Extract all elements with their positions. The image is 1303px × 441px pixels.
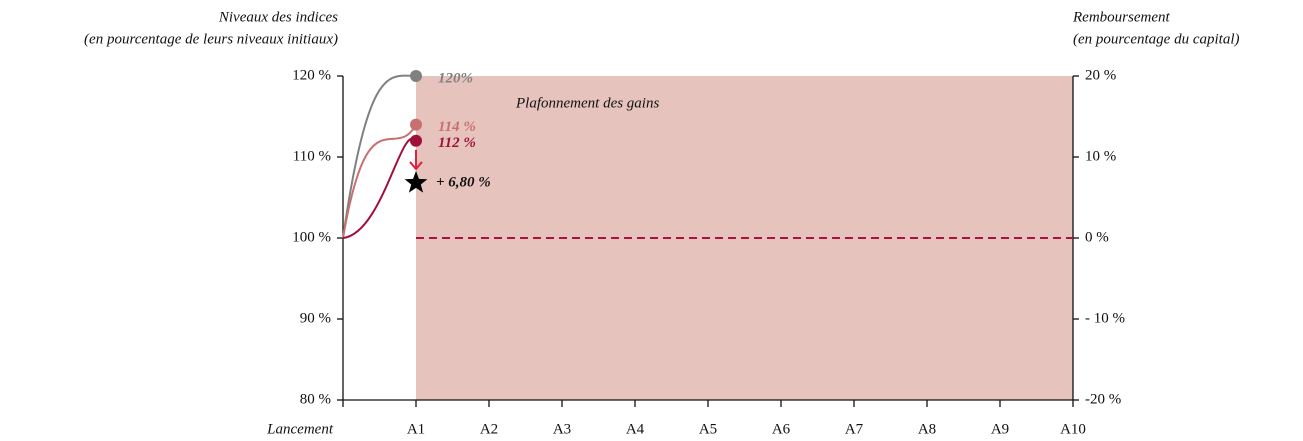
x-tick-label: A6: [772, 421, 791, 437]
result-arrow-head: [409, 161, 423, 171]
x-tick-label: A2: [480, 421, 498, 437]
region-label: Plafonnement des gains: [515, 95, 659, 111]
x-tick-label: A8: [918, 421, 936, 437]
series-marker: [410, 134, 422, 147]
y2-tick-label: 0 %: [1085, 229, 1109, 245]
x-tick-label: A3: [553, 421, 571, 437]
value-label: 120%: [438, 70, 473, 86]
y2-axis-subtitle: (en pourcentage du capital): [1073, 31, 1239, 47]
y-axis-title: Niveaux des indices: [218, 9, 338, 25]
series-line: [342, 74, 417, 239]
y2-tick-label: -20 %: [1085, 391, 1121, 407]
x-tick-label: A7: [845, 421, 864, 437]
x-tick-label: A5: [699, 421, 717, 437]
x-tick-label: A9: [991, 421, 1009, 437]
x-tick-label: A1: [407, 421, 425, 437]
y2-tick-label: - 10 %: [1085, 310, 1125, 326]
series-marker: [410, 70, 422, 82]
y2-tick-label: 10 %: [1085, 148, 1116, 164]
series-line: [342, 124, 417, 239]
y2-axis-title: Remboursement: [1072, 9, 1170, 25]
value-label: 112 %: [438, 135, 476, 151]
y-tick-label: 110 %: [293, 148, 331, 164]
x-tick-label: A10: [1060, 421, 1086, 437]
y2-tick-label: 20 %: [1085, 67, 1116, 83]
series-marker: [410, 118, 422, 131]
x-tick-label: Lancement: [266, 421, 334, 437]
result-star: [404, 170, 428, 193]
y-tick-label: 90 %: [300, 310, 331, 326]
result-label: + 6,80 %: [436, 174, 491, 190]
y-tick-label: 80 %: [300, 391, 331, 407]
x-tick-label: A4: [626, 421, 645, 437]
y-tick-label: 100 %: [292, 229, 331, 245]
y-tick-label: 120 %: [292, 67, 331, 83]
y-axis-subtitle: (en pourcentage de leurs niveaux initiau…: [84, 31, 338, 47]
value-label: 114 %: [438, 119, 476, 135]
